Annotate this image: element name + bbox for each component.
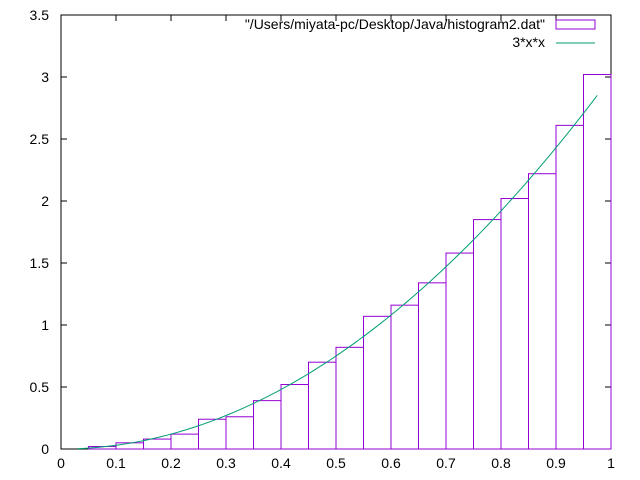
histogram-bar (418, 282, 447, 450)
x-tick-label: 0.3 (216, 455, 236, 471)
histogram-bar (225, 416, 254, 450)
legend: "/Users/miyata-pc/Desktop/Java/histogram… (245, 16, 596, 50)
histogram-bar (170, 433, 199, 450)
histogram-bars (88, 74, 612, 450)
x-tick-label: 0.5 (326, 455, 346, 471)
curve-line (77, 95, 598, 450)
x-axis: 0 0.1 0.2 0.3 0.4 0.5 0.6 0.7 0.8 0.9 1 (57, 15, 615, 471)
y-tick-label: 2 (41, 193, 49, 209)
histogram-bar (528, 173, 557, 450)
x-tick-label: 0.7 (436, 455, 456, 471)
x-tick-label: 0.6 (381, 455, 401, 471)
legend-label-histogram: "/Users/miyata-pc/Desktop/Java/histogram… (245, 16, 545, 32)
x-tick-label: 0 (57, 455, 65, 471)
histogram-bar (308, 361, 337, 450)
histogram-bar (253, 400, 282, 450)
y-tick-label: 2.5 (30, 131, 50, 147)
y-tick-label: 3.5 (30, 7, 50, 23)
histogram-bar (555, 124, 584, 450)
legend-label-curve: 3*x*x (512, 34, 545, 50)
histogram-bar (473, 219, 502, 450)
y-axis: 0 0.5 1 1.5 2 2.5 3 3.5 (30, 7, 611, 457)
x-tick-label: 0.9 (546, 455, 566, 471)
y-tick-label: 1 (41, 317, 49, 333)
histogram-bar (445, 252, 474, 450)
histogram-bar (280, 384, 309, 450)
curve-series (77, 95, 598, 450)
y-tick-label: 0.5 (30, 379, 50, 395)
histogram-bar (390, 304, 419, 450)
histogram-bar (500, 198, 529, 450)
x-tick-label: 0.8 (491, 455, 511, 471)
y-tick-label: 0 (41, 441, 49, 457)
x-tick-label: 1 (607, 455, 615, 471)
histogram-bar (198, 418, 227, 450)
y-tick-label: 1.5 (30, 255, 50, 271)
x-tick-label: 0.4 (271, 455, 291, 471)
legend-swatch-histogram (555, 19, 596, 30)
histogram-bar (335, 346, 364, 450)
histogram-bar (115, 442, 144, 450)
x-tick-label: 0.1 (106, 455, 126, 471)
histogram-bar (363, 315, 392, 450)
x-tick-label: 0.2 (161, 455, 181, 471)
histogram-bar (143, 438, 172, 450)
histogram-bar (583, 74, 612, 450)
y-tick-label: 3 (41, 69, 49, 85)
